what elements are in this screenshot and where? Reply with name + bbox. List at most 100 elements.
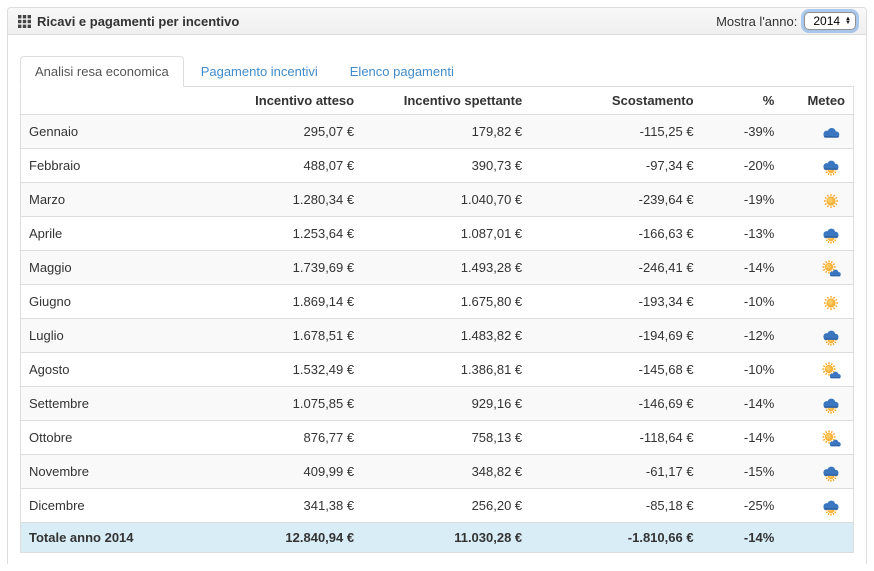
table-header-row: Incentivo atteso Incentivo spettante Sco… [21,87,853,115]
percent-cell: -15% [701,454,783,489]
panel-title: Ricavi e pagamenti per incentivo [18,14,239,29]
scostamento-cell: -61,17 € [530,454,702,489]
tab-bar: Analisi resa economica Pagamento incenti… [20,56,854,87]
incentivo-atteso-cell: 1.280,34 € [187,182,363,217]
incentivo-atteso-cell: 1.253,64 € [187,216,363,251]
scostamento-cell: -115,25 € [639,124,694,139]
incentivo-spettante-cell: 1.483,82 € [362,318,531,353]
sun-behind-cloud-icon [821,158,841,176]
percent-cell: -39% [743,124,775,139]
total-label-cell: Totale anno 2014 [21,522,188,552]
header-month [21,87,188,115]
table-body: Gennaio 295,07 € 179,82 € -115,25 € -39% Febb… [21,114,853,523]
scostamento-cell: -166,63 € [530,216,702,251]
table-row: Ottobre 876,77 €758,13 € -118,64 € -14% [21,420,853,455]
month-cell: Marzo [21,182,188,217]
table-row: Settembre 1.075,85 €929,16 € -146,69 € -14% [21,386,853,421]
table-row: Aprile 1.253,64 €1.087,01 € -166,63 € -13% [21,216,853,251]
incentivo-spettante-cell: 390,73 € [362,148,531,183]
tab-analisi-resa-economica[interactable]: Analisi resa economica [20,56,184,87]
total-meteo-cell [782,522,853,552]
header-meteo: Meteo [782,87,853,115]
scostamento-cell: -246,41 € [530,250,702,285]
header-incentivo-atteso: Incentivo atteso [187,87,363,115]
cloud-icon [821,124,841,142]
panel-title-text: Ricavi e pagamenti per incentivo [37,13,240,29]
month-cell: Ottobre [21,420,188,455]
incentivo-atteso-cell: 1.869,14 € [187,284,363,319]
sun-with-cloud-icon [821,260,841,278]
percent-cell: -14% [701,386,783,421]
incentivo-spettante-cell: 1.675,80 € [362,284,531,319]
incentivo-atteso-cell: 1.739,69 € [187,250,363,285]
meteo-cell [782,284,853,319]
scostamento-cell: -118,64 € [530,420,702,455]
table-row: Maggio 1.739,69 €1.493,28 € -246,41 € -14% [21,250,853,285]
month-cell: Febbraio [21,148,188,183]
percent-cell: -19% [701,182,783,217]
scostamento-cell: -145,68 € [530,352,702,387]
year-control: Mostra l'anno: 2014 ▲ ▼ [716,12,856,30]
table-row: Gennaio 295,07 € 179,82 € -115,25 € -39% [21,114,853,149]
table-row: Marzo 1.280,34 €1.040,70 € -239,64 € -19% [21,182,853,217]
scostamento-cell: -194,69 € [530,318,702,353]
panel-body: Analisi resa economica Pagamento incenti… [8,35,866,553]
incentivo-spettante-cell: 1.040,70 € [362,182,531,217]
sun-icon [821,294,841,312]
meteo-cell [782,250,853,285]
table-row: Dicembre 341,38 €256,20 € -85,18 € -25% [21,488,853,523]
month-cell: Novembre [21,454,188,489]
year-select-value: 2014 [813,14,841,28]
incentivo-spettante-cell: 256,20 € [362,488,531,523]
sun-behind-cloud-icon [821,226,841,244]
table-row: Luglio 1.678,51 €1.483,82 € -194,69 € -12% [21,318,853,353]
stepper-arrows-icon: ▲ ▼ [845,15,851,26]
scostamento-cell: -239,64 € [530,182,702,217]
month-cell: Agosto [21,352,188,387]
incentive-widget-panel: Ricavi e pagamenti per incentivo Mostra … [7,7,867,564]
tab-pagamento-incentivi[interactable]: Pagamento incentivi [200,64,318,79]
month-cell: Giugno [21,284,188,319]
incentivo-spettante-cell: 758,13 € [362,420,531,455]
total-spettante-cell: 11.030,28 € [362,522,531,552]
sun-icon [821,192,841,210]
month-cell: Luglio [21,318,188,353]
percent-cell: -12% [701,318,783,353]
scostamento-cell: -146,69 € [530,386,702,421]
incentivo-atteso-cell: 1.678,51 € [187,318,363,353]
percent-cell: -14% [701,250,783,285]
sun-behind-cloud-icon [821,328,841,346]
month-cell: Settembre [21,386,188,421]
year-label: Mostra l'anno: [716,13,798,29]
incentivo-spettante-cell: 1.493,28 € [362,250,531,285]
incentivo-atteso-cell: 1.075,85 € [187,386,363,421]
percent-cell: -10% [701,284,783,319]
percent-cell: -20% [701,148,783,183]
sun-behind-cloud-icon [821,498,841,516]
incentivo-atteso-cell: 295,07 € [303,124,355,139]
incentivo-atteso-cell: 1.532,49 € [187,352,363,387]
total-atteso-cell: 12.840,94 € [187,522,363,552]
scostamento-cell: -85,18 € [530,488,702,523]
year-select[interactable]: 2014 ▲ ▼ [804,12,856,30]
sun-with-cloud-icon [821,430,841,448]
header-percent: % [701,87,783,115]
incentivo-atteso-cell: 488,07 € [187,148,363,183]
total-percent-cell: -14% [701,522,783,552]
incentivo-spettante-cell: 1.386,81 € [362,352,531,387]
scostamento-cell: -193,34 € [530,284,702,319]
incentive-table: Incentivo atteso Incentivo spettante Sco… [21,87,853,552]
total-scostamento-cell: -1.810,66 € [530,522,702,552]
meteo-cell [782,115,853,149]
meteo-cell [782,216,853,251]
total-row: Totale anno 2014 12.840,94 € 11.030,28 €… [21,522,853,552]
scostamento-cell: -97,34 € [530,148,702,183]
incentivo-spettante-cell: 179,82 € [471,124,523,139]
tab-elenco-pagamenti[interactable]: Elenco pagamenti [349,64,454,79]
month-cell: Aprile [21,216,188,251]
table-row: Febbraio 488,07 €390,73 € -97,34 € -20% [21,148,853,183]
table-row: Agosto 1.532,49 €1.386,81 € -145,68 € -10% [21,352,853,387]
panel-header: Ricavi e pagamenti per incentivo Mostra … [8,8,866,35]
incentive-table-container: Incentivo atteso Incentivo spettante Sco… [20,87,854,553]
meteo-cell [782,352,853,387]
